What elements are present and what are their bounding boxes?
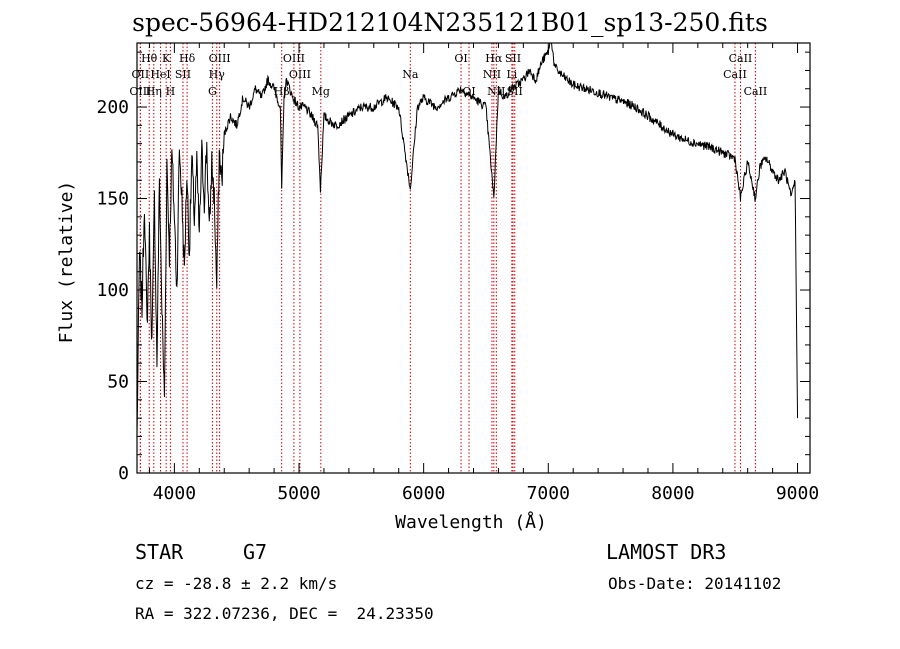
spectral-line-label-19: Hα — [485, 52, 503, 65]
spectral-line-label-11: G — [208, 85, 217, 98]
series-line-spectrum — [136, 42, 799, 434]
spectral-line-label-24: SII — [507, 85, 523, 98]
x-tick-label-5000: 5000 — [277, 483, 320, 504]
spectral-line-label-12: OIII — [283, 52, 305, 65]
y-axis-label: Flux (relative) — [56, 181, 77, 344]
spectral-line-label-16: Na — [402, 68, 419, 81]
redshift-text: cz = -28.8 ± 2.2 km/s — [135, 574, 338, 593]
spectral-line-label-6: SII — [175, 68, 191, 81]
spectral-line-label-0: Hθ — [141, 52, 158, 65]
object-class: STAR — [135, 540, 184, 564]
y-tick-label-200: 200 — [96, 97, 129, 118]
chart-title: spec-56964-HD212104N235121B01_sp13-250.f… — [132, 8, 768, 37]
spectral-line-label-9: OIII — [209, 52, 231, 65]
spectral-line-label-3: K — [162, 52, 171, 65]
spectral-line-label-25: CaII — [729, 52, 753, 65]
x-tick-label-6000: 6000 — [402, 483, 445, 504]
x-tick-label-9000: 9000 — [776, 483, 819, 504]
spectral-line-label-27: CaII — [744, 85, 768, 98]
series-layer — [136, 42, 799, 434]
spectral-line-label-5: Hη — [146, 85, 162, 98]
y-tick-label-150: 150 — [96, 189, 129, 210]
y-tick-label-100: 100 — [96, 280, 129, 301]
spectral-line-label-1: OII — [132, 68, 150, 81]
x-tick-label-7000: 7000 — [527, 483, 570, 504]
y-tick-label-0: 0 — [118, 463, 129, 484]
spectral-line-label-23: NII — [487, 85, 505, 98]
spectral-line-label-20: SII — [505, 52, 521, 65]
axes-layer — [136, 42, 811, 474]
spectral-line-label-4: HeI — [150, 68, 170, 81]
obs-date: Obs-Date: 20141102 — [608, 574, 782, 593]
spectral-line-label-7: H — [166, 85, 176, 98]
spectral-line-label-15: Mg — [312, 85, 330, 98]
coordinates: RA = 322.07236, DEC = 24.23350 — [135, 604, 434, 623]
spectral-line-label-22: Li — [506, 68, 517, 81]
plot-frame — [136, 42, 811, 474]
y-tick-label-50: 50 — [107, 372, 129, 393]
x-axis-label: Wavelength (Å) — [395, 511, 547, 533]
spectral-line-label-17: OI — [454, 52, 467, 65]
spectral-line-label-21: NII — [483, 68, 501, 81]
spectral-line-label-26: CaII — [723, 68, 747, 81]
spectral-line-label-10: Hγ — [209, 68, 226, 81]
spectral-lines-layer — [139, 43, 756, 473]
spectral-line-label-8: Hδ — [179, 52, 196, 65]
tick-layer: 4000 5000 6000 7000 8000 9000 0 50 100 150 200 — [96, 43, 819, 504]
survey-name: LAMOST DR3 — [606, 540, 727, 564]
spectral-line-label-2: OIII — [129, 85, 151, 98]
object-subclass: G7 — [243, 540, 268, 564]
x-tick-label-4000: 4000 — [153, 483, 196, 504]
x-tick-label-8000: 8000 — [651, 483, 694, 504]
spectral-line-label-13: OIII — [289, 68, 311, 81]
